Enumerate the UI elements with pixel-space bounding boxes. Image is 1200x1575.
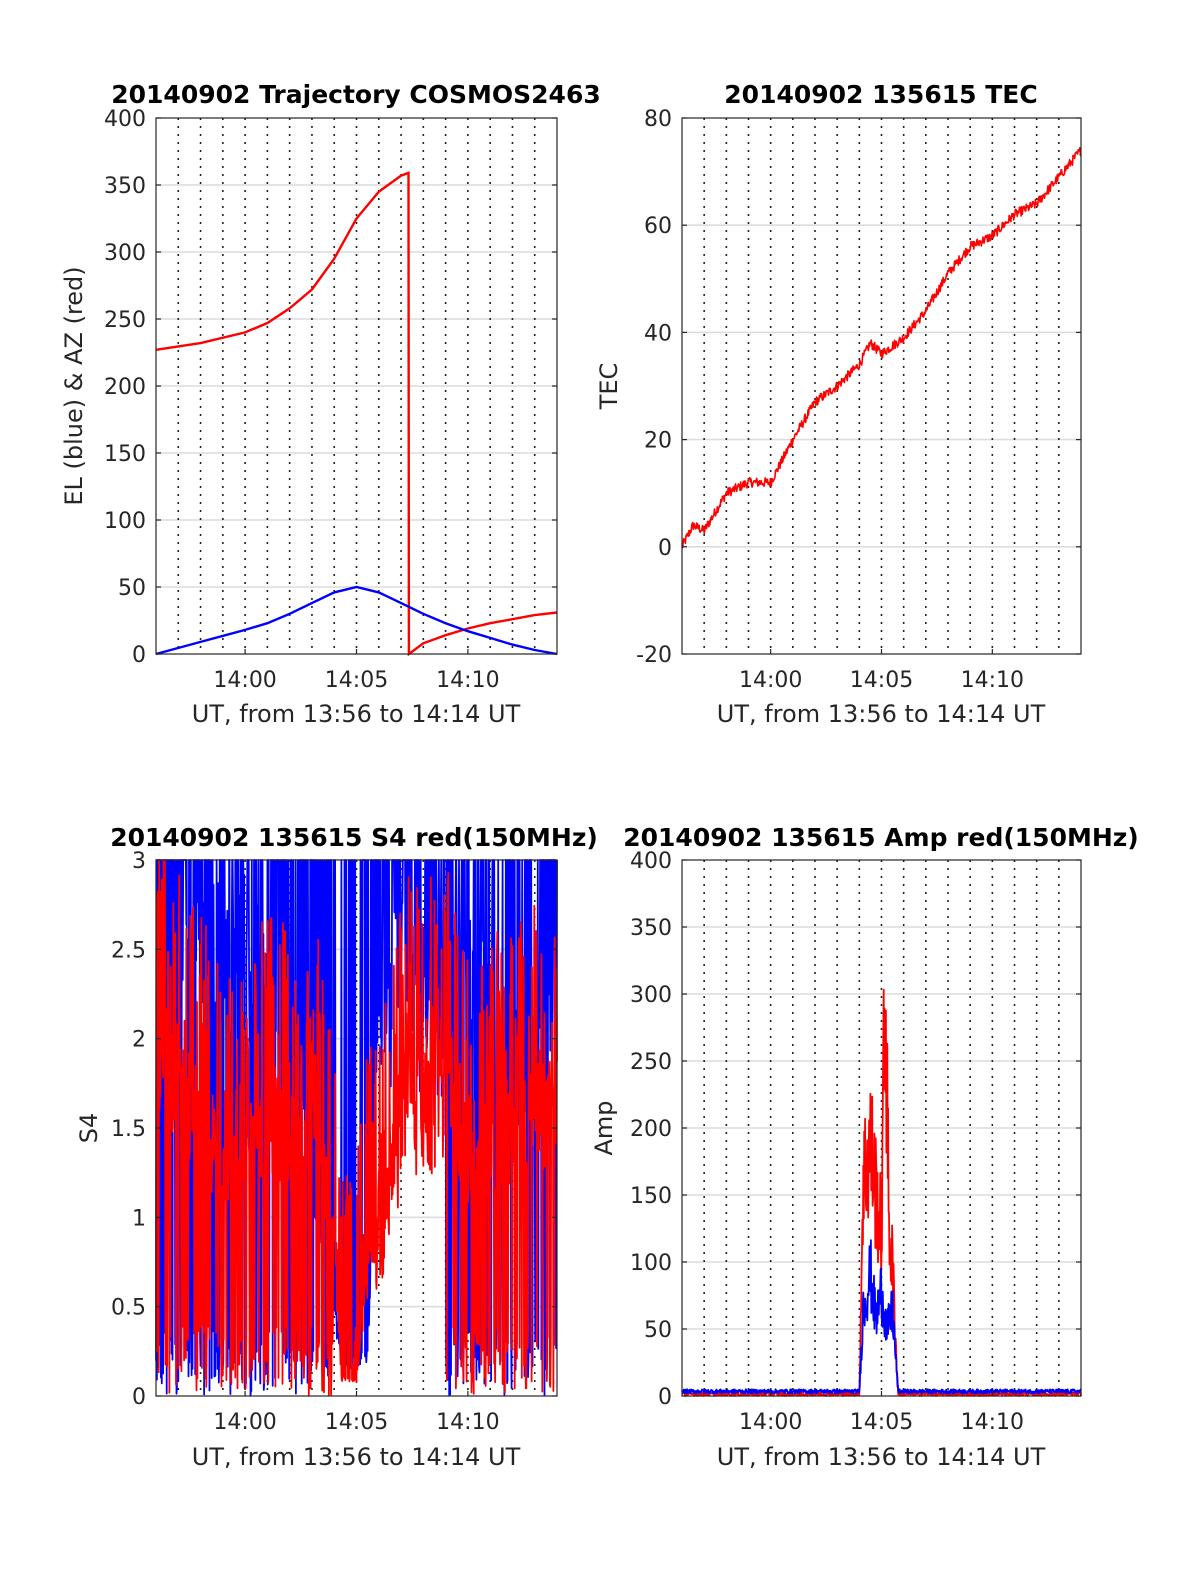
y-tick-label: 3: [132, 849, 146, 874]
series-line-red: [681, 988, 1082, 1397]
y-tick-label: 0: [132, 1385, 146, 1410]
x-tick-label: 14:10: [436, 1410, 499, 1435]
y-tick-label: 20: [644, 429, 672, 454]
trajectory-ylabel: EL (blue) & AZ (red): [60, 266, 88, 505]
series-line-red: [681, 147, 1082, 549]
amp-xlabel: UT, from 13:56 to 14:14 UT: [717, 1443, 1046, 1471]
tec-ylabel: TEC: [595, 363, 623, 411]
s4-xlabel: UT, from 13:56 to 14:14 UT: [192, 1443, 521, 1471]
s4-series: [155, 859, 558, 1397]
tec-series: [681, 147, 1082, 549]
tec-xlabel: UT, from 13:56 to 14:14 UT: [717, 700, 1046, 728]
y-tick-label: 150: [104, 442, 146, 467]
panel-amp: 20140902 135615 Amp red(150MHz) 0 50 100 15…: [590, 823, 1139, 1471]
y-tick-label: 200: [104, 375, 146, 400]
y-tick-label: 100: [630, 1251, 672, 1276]
series-line-el: [155, 585, 558, 656]
x-tick-label: 14:10: [961, 1410, 1024, 1435]
y-tick-label: 40: [644, 321, 672, 346]
y-tick-label: 200: [630, 1117, 672, 1142]
panel-s4: 20140902 135615 S4 red(150MHz) 0 0.5 1 1.5 2…: [75, 823, 598, 1471]
y-tick-label: 60: [644, 214, 672, 239]
y-tick-label: 100: [104, 509, 146, 534]
x-tick-label: 14:00: [739, 668, 802, 693]
trajectory-ticks: 0 50 100 150 200 250 300 350 400 14:00 14:05 14:10: [104, 107, 557, 693]
y-tick-label: 0: [658, 536, 672, 561]
y-tick-label: 1: [132, 1206, 146, 1231]
amp-series: [681, 988, 1082, 1397]
y-tick-label: 350: [104, 174, 146, 199]
series-line-az: [155, 171, 558, 657]
y-tick-label: 80: [644, 107, 672, 132]
amp-ticks: 0 50 100 150 200 250 300 350 400 14:00 14:05 14:10: [630, 849, 1081, 1435]
tec-ticks: -20 0 20 40 60 80 14:00 14:05 14:10: [636, 107, 1081, 693]
y-tick-label: 300: [630, 983, 672, 1008]
y-tick-label: 1.5: [111, 1117, 146, 1142]
y-tick-label: 2.5: [111, 938, 146, 963]
y-tick-label: 50: [118, 576, 146, 601]
trajectory-title: 20140902 Trajectory COSMOS2463: [111, 80, 601, 109]
panel-trajectory: 20140902 Trajectory COSMOS2463 0 50 100 150…: [60, 80, 601, 728]
series-line-red: [155, 859, 558, 1397]
x-tick-label: 14:05: [325, 668, 388, 693]
s4-title: 20140902 135615 S4 red(150MHz): [110, 823, 598, 852]
x-tick-label: 14:00: [213, 668, 276, 693]
x-tick-label: 14:00: [739, 1410, 802, 1435]
y-tick-label: 0: [132, 643, 146, 668]
trajectory-series: [155, 171, 558, 657]
amp-title: 20140902 135615 Amp red(150MHz): [623, 823, 1139, 852]
y-tick-label: 50: [644, 1318, 672, 1343]
y-tick-label: 0: [658, 1385, 672, 1410]
x-tick-label: 14:05: [850, 668, 913, 693]
x-tick-label: 14:10: [436, 668, 499, 693]
s4-ticks: 0 0.5 1 1.5 2 2.5 3 14:00 14:05 14:10: [111, 849, 557, 1435]
trajectory-grid: [156, 118, 557, 654]
x-tick-label: 14:00: [213, 1410, 276, 1435]
y-tick-label: -20: [636, 643, 672, 668]
y-tick-label: 250: [630, 1050, 672, 1075]
y-tick-label: 150: [630, 1184, 672, 1209]
amp-grid: [682, 860, 1081, 1396]
y-tick-label: 250: [104, 308, 146, 333]
s4-ylabel: S4: [75, 1113, 103, 1144]
tec-grid: [682, 118, 1081, 654]
amp-ylabel: Amp: [590, 1100, 618, 1155]
y-tick-label: 0.5: [111, 1296, 146, 1321]
x-tick-label: 14:10: [961, 668, 1024, 693]
y-tick-label: 400: [630, 849, 672, 874]
y-tick-label: 400: [104, 107, 146, 132]
y-tick-label: 350: [630, 916, 672, 941]
x-tick-label: 14:05: [325, 1410, 388, 1435]
panel-tec: 20140902 135615 TEC -20 0 20 40 60 80 14:00 14:…: [595, 80, 1082, 728]
y-tick-label: 300: [104, 241, 146, 266]
trajectory-xlabel: UT, from 13:56 to 14:14 UT: [192, 700, 521, 728]
x-tick-label: 14:05: [850, 1410, 913, 1435]
series-line-blue: [681, 1239, 1082, 1395]
y-tick-label: 2: [132, 1028, 146, 1053]
tec-title: 20140902 135615 TEC: [724, 80, 1037, 109]
